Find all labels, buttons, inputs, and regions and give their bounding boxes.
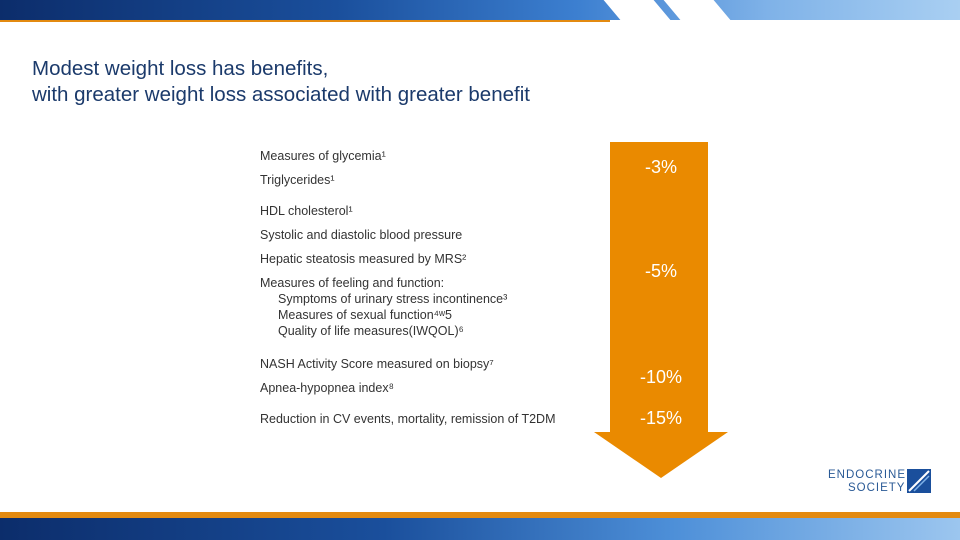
item-hdl: HDL cholesterol¹ — [260, 204, 353, 218]
threshold-3: -3% — [644, 157, 677, 177]
footer-blue-bar — [0, 518, 960, 540]
subitem-sexual: Measures of sexual function⁴ʷ5 — [278, 308, 452, 322]
weight-loss-arrow — [594, 142, 728, 478]
slide-title: Modest weight loss has benefits, with gr… — [32, 56, 530, 108]
logo-line-1: ENDOCRINE — [828, 469, 907, 481]
title-line-2: with greater weight loss associated with… — [32, 83, 530, 106]
arrow-shape — [594, 142, 728, 478]
item-glycemia: Measures of glycemia¹ — [260, 149, 386, 163]
item-feeling: Measures of feeling and function: — [260, 276, 445, 290]
title-line-1: Modest weight loss has benefits, — [32, 57, 329, 80]
footer-orange-bar — [0, 512, 960, 518]
header-orange-bar — [0, 20, 610, 22]
threshold-15: -15% — [639, 408, 683, 428]
logo-mark-icon — [907, 469, 931, 493]
item-triglycerides: Triglycerides¹ — [260, 173, 335, 187]
item-cv: Reduction in CV events, mortality, remis… — [260, 412, 556, 426]
header-blue-bar — [0, 0, 960, 20]
subitem-qol: Quality of life measures(IWQOL)⁶ — [278, 324, 464, 338]
threshold-10: -10% — [639, 367, 683, 387]
threshold-5: -5% — [644, 261, 677, 281]
item-blood-pressure: Systolic and diastolic blood pressure — [260, 228, 463, 242]
item-apnea: Apnea-hypopnea index⁸ — [260, 381, 394, 395]
item-hepatic: Hepatic steatosis measured by MRS² — [260, 252, 467, 266]
footer-band — [0, 512, 960, 540]
logo-line-2: SOCIETY — [848, 482, 906, 494]
subitem-urinary: Symptoms of urinary stress incontinence³ — [278, 292, 508, 306]
item-nash: NASH Activity Score measured on biopsy⁷ — [260, 357, 494, 371]
header-band — [0, 0, 960, 22]
endocrine-society-logo: ENDOCRINE SOCIETY — [828, 468, 932, 496]
